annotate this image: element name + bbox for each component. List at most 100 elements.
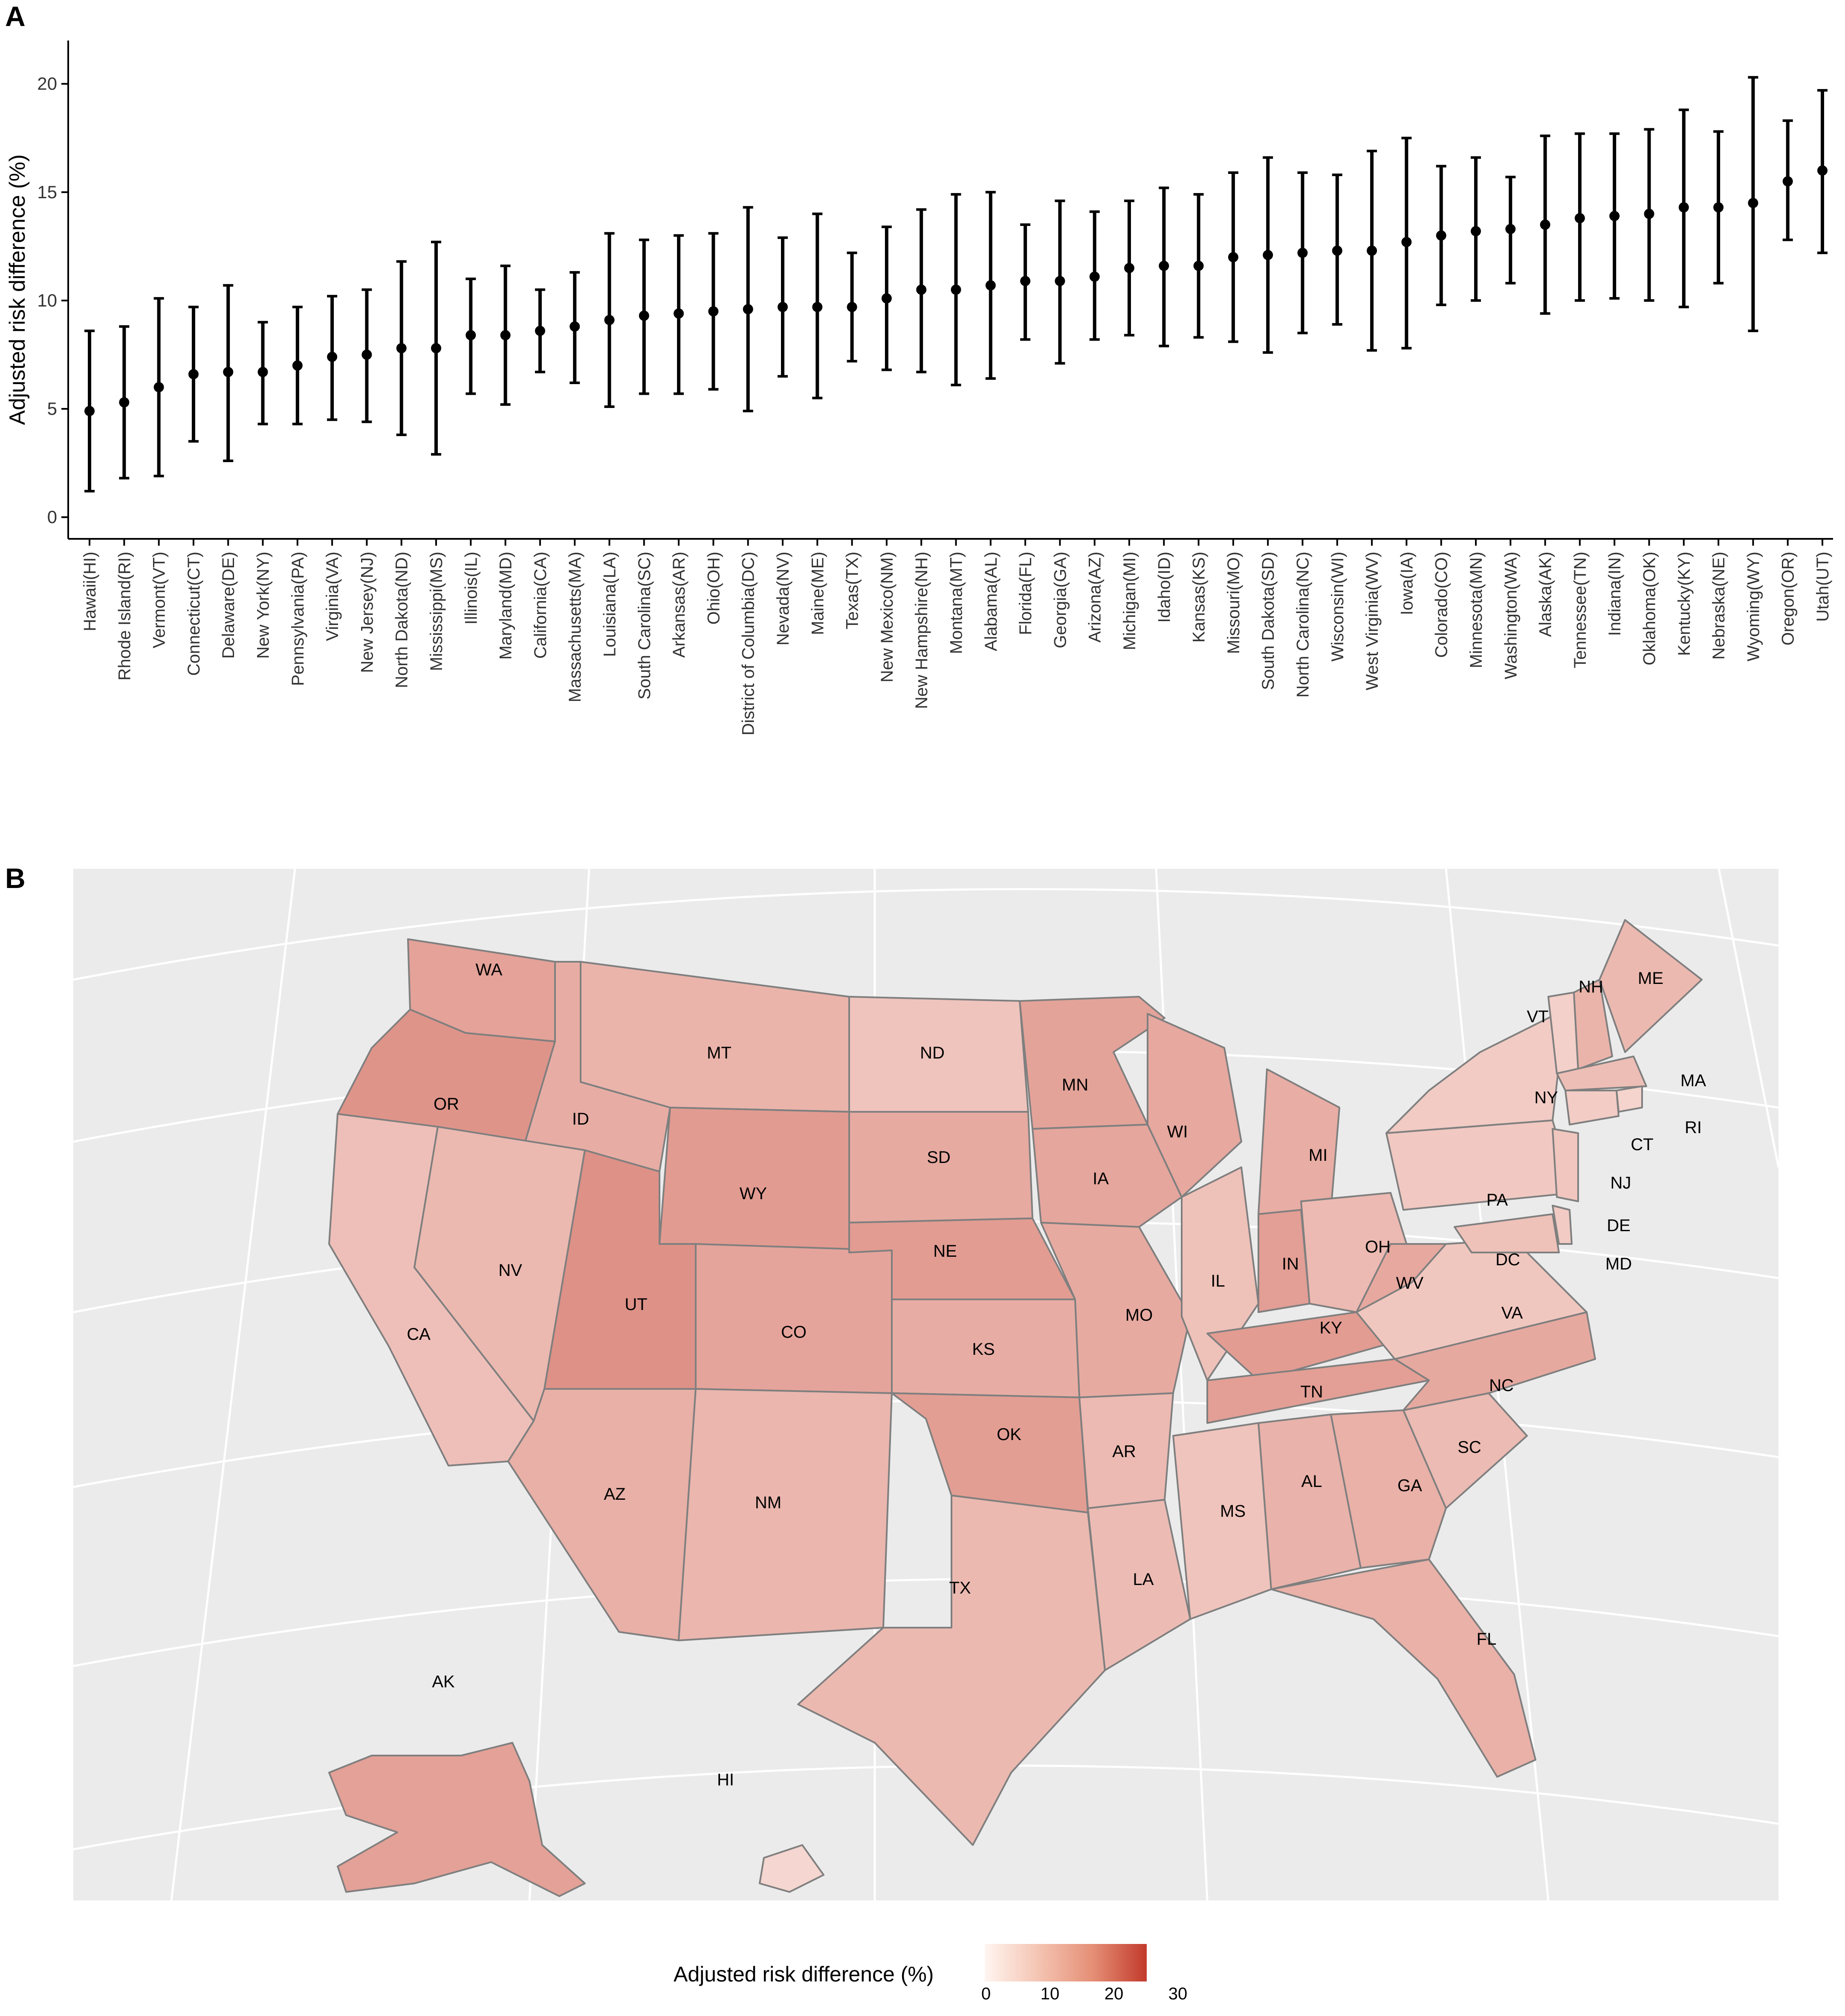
point-estimate — [708, 306, 719, 317]
point-estimate — [396, 343, 407, 353]
state-label: NH — [1579, 978, 1603, 996]
map-panel: WA OR CA ID NV MT WY UT AZ CO NM ND SD NE KS OK TX MN IA MO… — [73, 869, 1778, 1900]
x-tick-label: Illinois(IL) — [462, 552, 480, 625]
state-label: IA — [1093, 1169, 1109, 1188]
point-estimate — [916, 284, 927, 295]
state-wy — [659, 1107, 850, 1253]
legend-tick: 10 — [1040, 1984, 1060, 2003]
state-label: AL — [1301, 1472, 1322, 1491]
state-label: TN — [1300, 1383, 1323, 1401]
state-fl — [1270, 1559, 1536, 1778]
point-estimate — [812, 302, 823, 312]
state-label: KS — [972, 1340, 995, 1359]
state-label: OR — [434, 1095, 459, 1114]
state-wi — [1147, 1013, 1242, 1198]
x-tick-label: Louisiana(LA) — [601, 552, 619, 657]
point-estimate — [431, 343, 441, 353]
state-shapes — [328, 919, 1703, 1897]
x-tick-label: Washington(WA) — [1501, 552, 1520, 679]
state-label: NM — [755, 1493, 781, 1512]
state-labels: WA OR CA ID NV MT WY UT AZ CO NM ND SD NE KS OK TX MN IA MO… — [407, 960, 1706, 1789]
x-tick-label: Indiana(IN) — [1605, 552, 1624, 636]
state-label: MA — [1680, 1071, 1706, 1090]
state-label: NE — [933, 1242, 957, 1261]
state-label: CA — [407, 1325, 431, 1344]
state-label: MO — [1125, 1306, 1153, 1325]
state-label: NV — [498, 1261, 522, 1280]
x-tick-label: Vermont(VT) — [150, 552, 169, 648]
choropleth-map: WA OR CA ID NV MT WY UT AZ CO NM ND SD NE KS OK TX MN IA MO… — [73, 869, 1778, 1900]
legend-tick: 0 — [981, 1984, 991, 2003]
state-label: AR — [1112, 1442, 1136, 1461]
x-tick-label: Montana(MT) — [947, 552, 966, 654]
point-estimate — [1055, 276, 1065, 286]
state-label: LA — [1133, 1570, 1154, 1589]
graticule-line — [1718, 869, 1778, 1168]
state-label: OH — [1365, 1238, 1391, 1256]
point-estimate — [951, 284, 961, 295]
point-estimate — [1193, 260, 1204, 271]
x-tick-label: Arizona(AZ) — [1086, 552, 1105, 642]
point-estimate — [1367, 246, 1377, 256]
point-estimate — [466, 330, 476, 341]
x-tick-label: Idaho(ID) — [1155, 552, 1174, 623]
point-estimate — [257, 367, 268, 377]
state-wv — [1356, 1243, 1447, 1313]
x-tick-label: South Dakota(SD) — [1259, 552, 1278, 690]
state-label: OK — [997, 1425, 1021, 1444]
point-estimate — [1505, 224, 1516, 234]
state-tx — [797, 1495, 1106, 1846]
x-tick-label: Rhode Island(RI) — [115, 552, 134, 680]
state-label: UT — [625, 1295, 647, 1314]
state-label: IN — [1282, 1255, 1299, 1273]
point-estimate — [881, 293, 892, 304]
x-tick-label: Pennsylvania(PA) — [289, 552, 307, 686]
x-tick-label: District of Columbia(DC) — [739, 552, 758, 735]
x-tick-label: Alaska(AK) — [1536, 552, 1555, 637]
y-tick-label: 15 — [37, 182, 57, 202]
x-tick-label: Missouri(MO) — [1224, 552, 1243, 654]
x-tick-label: Florida(FL) — [1016, 552, 1035, 635]
x-tick-label: Alabama(AL) — [982, 552, 1001, 651]
x-tick-label: Texas(TX) — [843, 552, 862, 629]
point-estimate — [1159, 260, 1169, 271]
state-label: WY — [740, 1184, 767, 1203]
point-estimate — [1263, 250, 1273, 260]
state-label: AZ — [604, 1485, 625, 1504]
point-estimate — [1748, 198, 1758, 208]
x-tick-label: New Mexico(NM) — [878, 552, 896, 683]
point-estimate — [1540, 220, 1550, 230]
point-estimate — [570, 321, 580, 332]
point-estimate — [84, 406, 95, 417]
state-label: GA — [1397, 1476, 1422, 1495]
point-estimate — [153, 382, 164, 393]
state-label: MI — [1309, 1146, 1327, 1165]
point-estimate — [1228, 252, 1238, 263]
x-tick-label: Utah(UT) — [1813, 552, 1832, 622]
x-tick-label: Oregon(OR) — [1779, 552, 1798, 645]
point-estimate — [361, 349, 372, 360]
state-label: CO — [781, 1323, 807, 1342]
point-estimate — [1436, 230, 1446, 241]
state-mi — [1258, 1068, 1340, 1215]
x-tick-label: Hawaii(HI) — [81, 552, 99, 631]
state-label: TX — [949, 1579, 971, 1597]
y-tick-label: 0 — [47, 507, 57, 527]
x-tick-label: New Hampshire(NH) — [912, 552, 931, 709]
state-label: KY — [1319, 1319, 1342, 1337]
point-estimate — [1089, 272, 1100, 282]
state-label: IL — [1211, 1272, 1225, 1290]
panel-b-letter: B — [5, 862, 26, 894]
x-tick-label: Maryland(MD) — [497, 552, 515, 659]
state-label: MN — [1062, 1076, 1088, 1094]
x-tick-label: Wisconsin(WI) — [1328, 552, 1347, 662]
state-ny — [1385, 1009, 1566, 1134]
state-ri — [1616, 1085, 1643, 1113]
point-estimate — [1678, 202, 1689, 213]
state-ct — [1564, 1090, 1619, 1125]
x-tick-label: Ohio(OH) — [704, 552, 723, 625]
state-label: ME — [1638, 969, 1663, 988]
x-tick-label: Oklahoma(OK) — [1640, 552, 1659, 665]
legend-title: Adjusted risk difference (%) — [674, 1962, 934, 1986]
state-label: NY — [1534, 1088, 1558, 1107]
